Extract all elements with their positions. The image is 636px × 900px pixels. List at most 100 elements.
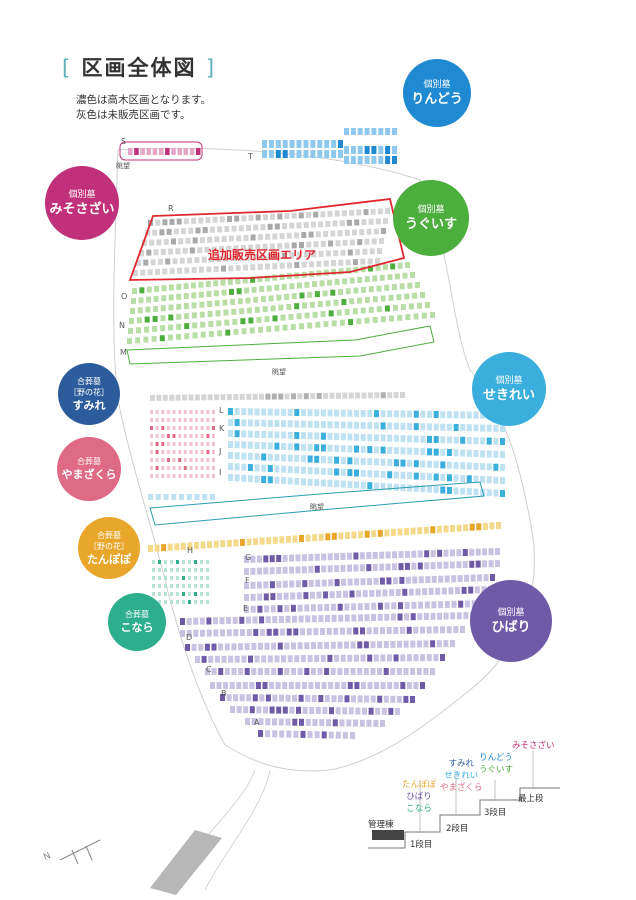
section-ringo[interactable]: 個別墓 りんどう — [403, 59, 471, 127]
plot-purple — [296, 592, 302, 600]
plot-gray — [332, 220, 338, 227]
plot-purple — [321, 565, 327, 573]
plot-gray — [315, 231, 321, 238]
plot-gray — [371, 238, 377, 245]
section-tanpopo[interactable]: 合葬墓 ［野の花］ たんぽぽ — [78, 517, 140, 579]
plot-blue — [347, 433, 353, 441]
plot-gray — [282, 223, 287, 230]
plot-purple — [456, 549, 462, 557]
plot-blue — [466, 411, 472, 419]
plot-purple — [433, 654, 439, 662]
plot-purple — [400, 654, 406, 662]
plot-teal — [176, 584, 179, 588]
plot-pink — [178, 466, 182, 470]
plot-green — [198, 291, 204, 298]
plot-gray — [259, 393, 264, 400]
plot-green — [129, 318, 134, 324]
plot-purple — [364, 614, 370, 622]
plot-gray — [385, 208, 390, 214]
plot-purple — [311, 615, 317, 623]
plot-purple — [375, 707, 381, 715]
plot-t — [310, 140, 316, 148]
plot-green — [280, 314, 286, 321]
plot-gray — [250, 234, 256, 241]
plot-blue — [340, 457, 346, 464]
plot-blue — [179, 494, 184, 500]
plot-gray — [355, 392, 361, 399]
plot-blue — [228, 441, 233, 448]
section-uguisu[interactable]: 個別墓 うぐいす — [393, 180, 469, 256]
plot-pink — [178, 410, 182, 414]
plot-purple — [390, 668, 396, 675]
plot-purple — [276, 567, 282, 574]
plot-purple — [244, 568, 249, 575]
plot-yellow — [299, 535, 304, 542]
plot-pink — [206, 450, 210, 454]
plot-purple — [380, 654, 386, 662]
plot-purple — [326, 719, 331, 727]
plot-t — [262, 140, 267, 148]
plot-purple — [234, 655, 240, 663]
plot-purple — [304, 642, 310, 650]
plot-blue — [387, 459, 393, 466]
plot-gray — [330, 230, 336, 237]
plot-t — [303, 150, 309, 158]
plot-gray — [169, 218, 175, 225]
plot-purple — [257, 668, 263, 675]
plot-gray — [278, 393, 284, 400]
plot-blue — [247, 464, 253, 471]
section-yamazakura[interactable]: 合葬墓 やまざくら — [57, 437, 121, 501]
plot-blue — [433, 486, 439, 494]
plot-purple — [251, 643, 257, 650]
plot-purple — [328, 579, 334, 587]
plot-gray — [333, 250, 339, 257]
plot-gray — [369, 248, 375, 255]
section-sumire-kind: 合葬墓 — [77, 376, 101, 386]
plot-gray — [157, 258, 163, 265]
plot-purple — [366, 719, 372, 727]
plot-pink — [189, 426, 193, 430]
plot-gray — [303, 393, 309, 400]
section-misosazai[interactable]: 個別墓 みそさざい — [45, 166, 119, 240]
plot-yellow — [456, 524, 462, 532]
plot-purple — [375, 589, 381, 597]
plot-blue — [393, 434, 399, 442]
plot-yellow — [436, 525, 442, 533]
section-konara[interactable]: 合葬墓 こなら — [108, 593, 166, 651]
section-hibari[interactable]: 個別墓 ひばり — [470, 580, 552, 662]
plot-green — [320, 311, 326, 318]
plot-blue — [400, 422, 406, 430]
plot-purple — [425, 576, 431, 584]
plot-purple — [379, 551, 385, 559]
plot-purple — [437, 612, 442, 620]
plot-green — [241, 328, 247, 335]
plot-purple — [216, 682, 222, 689]
plot-purple — [309, 591, 315, 599]
section-sumire[interactable]: 合葬墓 ［野の花］ すみれ — [58, 363, 120, 425]
plot-purple — [304, 604, 310, 612]
plot-purple — [341, 682, 347, 689]
plot-s — [196, 148, 201, 155]
plot-purple — [231, 643, 237, 651]
plot-purple — [393, 627, 399, 634]
plot-blue — [473, 411, 479, 419]
plot-pink — [212, 458, 215, 462]
plot-blue — [380, 422, 386, 430]
plot-green — [221, 289, 227, 296]
plot-purple — [334, 553, 340, 561]
plot-blue — [446, 486, 452, 494]
section-seserei[interactable]: 個別墓 せきれい — [472, 352, 546, 426]
plot-green — [191, 302, 197, 309]
plot-gray — [179, 257, 185, 264]
plot-blue — [453, 449, 459, 457]
plot-purple — [337, 668, 343, 675]
plot-purple — [384, 613, 390, 621]
plot-pink — [200, 450, 204, 454]
plot-blue — [228, 408, 233, 415]
plot-purple — [314, 731, 320, 739]
plot-teal — [206, 560, 209, 564]
plot-green — [288, 313, 294, 320]
plot-purple — [390, 695, 396, 703]
plot-gray — [269, 243, 275, 250]
plot-green — [216, 320, 222, 327]
